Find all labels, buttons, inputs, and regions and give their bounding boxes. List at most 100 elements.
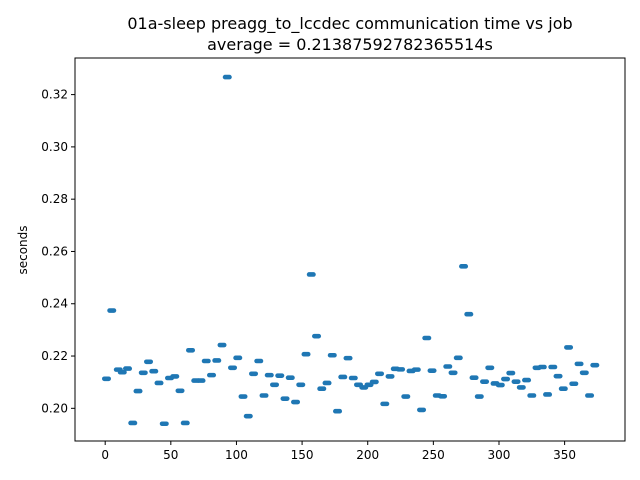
data-point <box>128 420 138 426</box>
data-point <box>275 373 285 378</box>
x-axis: 0 50 100 150 200 250 300 350 <box>101 441 576 462</box>
data-point <box>343 355 353 361</box>
data-point <box>170 374 180 379</box>
data-point <box>564 345 574 350</box>
data-point <box>501 376 511 382</box>
data-point <box>548 364 558 370</box>
data-point <box>243 413 253 419</box>
data-point <box>180 420 190 426</box>
data-point <box>123 366 133 371</box>
data-point <box>259 393 269 398</box>
data-point <box>443 364 453 369</box>
data-point <box>228 365 238 371</box>
data-point <box>474 394 484 399</box>
data-point <box>495 382 505 388</box>
data-point <box>207 372 217 378</box>
data-point <box>238 394 248 399</box>
data-point <box>327 352 337 358</box>
plot-frame <box>74 57 626 442</box>
data-point <box>396 367 406 372</box>
data-point <box>464 311 474 317</box>
data-point <box>422 335 432 341</box>
data-point <box>217 342 227 348</box>
data-point <box>291 399 301 405</box>
y-axis: 0.20 0.22 0.24 0.26 0.28 0.30 0.32 <box>41 88 75 415</box>
data-point <box>375 371 385 377</box>
x-tick-label: 0 <box>101 448 109 462</box>
data-point <box>469 375 479 381</box>
data-point <box>380 401 390 407</box>
y-tick-label: 0.32 <box>41 88 68 102</box>
y-tick-label: 0.24 <box>41 297 68 311</box>
data-point <box>233 355 243 361</box>
data-point <box>385 374 395 379</box>
data-point <box>511 379 521 384</box>
data-point <box>459 264 469 269</box>
y-tick-label: 0.28 <box>41 192 68 206</box>
x-tick-label: 350 <box>553 448 576 462</box>
y-tick-label: 0.30 <box>41 140 68 154</box>
data-point <box>317 386 327 392</box>
data-point <box>280 396 290 401</box>
data-point <box>333 408 343 414</box>
x-tick-label: 200 <box>356 448 379 462</box>
data-point <box>579 370 589 376</box>
data-point <box>249 371 259 377</box>
data-point <box>154 380 164 386</box>
data-points <box>102 74 600 427</box>
data-point <box>312 333 322 339</box>
data-point <box>338 374 348 380</box>
x-tick-label: 250 <box>422 448 445 462</box>
y-tick-label: 0.22 <box>41 349 68 363</box>
data-point <box>427 368 437 373</box>
data-point <box>270 382 280 388</box>
data-point <box>322 380 332 386</box>
y-tick-label: 0.26 <box>41 244 68 258</box>
data-point <box>175 388 185 394</box>
y-axis-label: seconds <box>16 225 30 274</box>
data-point <box>296 382 306 388</box>
data-point <box>522 377 532 383</box>
data-point <box>574 361 584 367</box>
data-point <box>553 373 563 379</box>
data-point <box>453 355 463 361</box>
data-point <box>133 388 143 394</box>
data-point <box>590 362 600 368</box>
data-point <box>506 370 516 376</box>
chart-title: 01a-sleep preagg_to_lccdec communication… <box>127 14 572 34</box>
data-point <box>348 375 358 381</box>
data-point <box>254 358 264 364</box>
data-point <box>516 385 526 390</box>
data-point <box>117 369 127 375</box>
data-point <box>558 386 568 392</box>
data-point <box>369 379 379 385</box>
data-point <box>480 379 490 384</box>
data-point <box>144 359 154 365</box>
data-point <box>149 368 159 374</box>
data-point <box>438 393 448 399</box>
chart-subtitle: average = 0.21387592782365514s <box>207 35 493 54</box>
data-point <box>448 370 458 376</box>
data-point <box>537 364 547 370</box>
data-point <box>138 370 148 376</box>
data-point <box>411 367 421 372</box>
data-point <box>212 358 222 363</box>
data-point <box>401 394 411 399</box>
data-point <box>417 407 427 413</box>
x-tick-label: 300 <box>488 448 511 462</box>
data-point <box>107 308 117 313</box>
data-point <box>159 421 169 427</box>
data-point <box>527 393 537 398</box>
data-point <box>102 376 111 382</box>
x-tick-label: 100 <box>225 448 248 462</box>
x-tick-label: 150 <box>291 448 314 462</box>
data-point <box>306 272 316 277</box>
data-point <box>585 393 595 398</box>
data-point <box>196 378 206 383</box>
data-point <box>569 381 579 387</box>
data-point <box>201 358 211 364</box>
data-point <box>485 365 495 371</box>
data-point <box>222 74 232 80</box>
y-tick-label: 0.20 <box>41 401 68 415</box>
